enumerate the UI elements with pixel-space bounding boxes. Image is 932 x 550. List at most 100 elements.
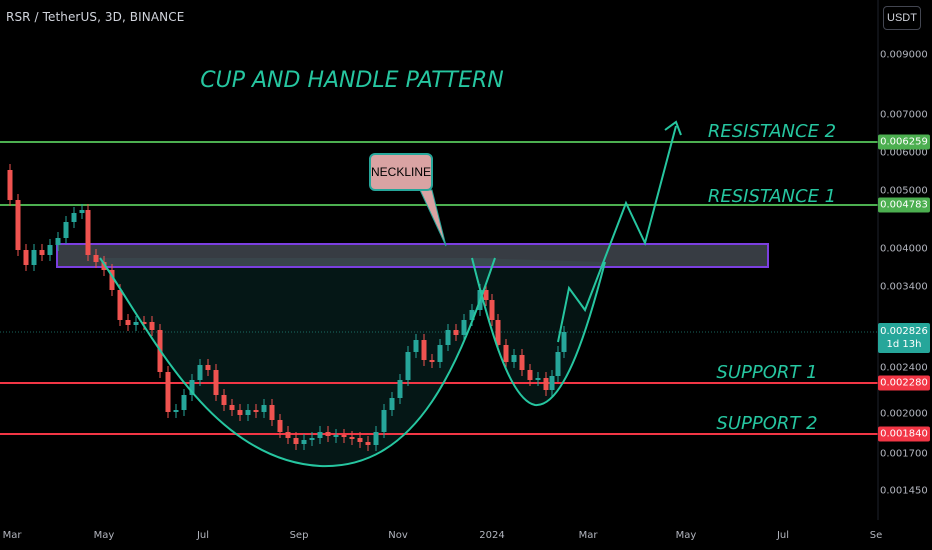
candle-body <box>71 213 77 222</box>
candle-body <box>245 410 251 415</box>
candle-body <box>469 310 475 320</box>
price-axis-label: 0.004000 <box>880 243 928 255</box>
candle-body <box>503 345 509 362</box>
candle-body <box>63 222 69 238</box>
time-axis-label: 2024 <box>479 530 505 541</box>
price-axis-label: 0.005000 <box>880 185 928 197</box>
candle-body <box>561 332 567 352</box>
candle-body <box>181 395 187 410</box>
candle-body <box>261 405 267 412</box>
time-axis-label: Jul <box>776 530 790 541</box>
candle-body <box>173 410 179 412</box>
candle-body <box>429 360 435 362</box>
candle-body <box>93 255 99 262</box>
candle-body <box>85 210 91 255</box>
projection-path <box>557 125 677 343</box>
price-axis-label: 0.001450 <box>880 485 928 497</box>
candle-body <box>333 435 339 437</box>
candle-body <box>309 438 315 440</box>
neckline-pointer <box>419 189 447 247</box>
candle-body <box>149 322 155 330</box>
candle-body <box>133 322 139 325</box>
candle-body <box>117 290 123 320</box>
candle-body <box>23 250 29 265</box>
time-axis-label: Sep <box>289 530 309 541</box>
cup-curve <box>99 257 496 468</box>
candle-body <box>141 322 147 324</box>
support-1-label: SUPPORT 1 <box>716 362 818 383</box>
projection-arrowhead <box>664 120 682 136</box>
candle-body <box>205 365 211 370</box>
candle-body <box>555 352 561 376</box>
candle-body <box>461 320 467 335</box>
candle-body <box>165 372 171 412</box>
candle-body <box>269 405 275 420</box>
candle-body <box>109 270 115 290</box>
price-axis-label: 0.006000 <box>880 147 928 159</box>
candle-body <box>483 290 489 300</box>
current-price-value: 0.002826 <box>880 326 928 337</box>
support-2-price-tag: 0.001840 <box>878 426 930 442</box>
cup-area <box>100 258 495 467</box>
candle-body <box>405 352 411 380</box>
time-axis-label: May <box>93 530 115 541</box>
price-axis-label: 0.002000 <box>880 408 928 420</box>
time-axis-label: Mar <box>578 530 598 541</box>
candle-body <box>453 330 459 335</box>
candle-body <box>543 378 549 390</box>
time-axis-label: Nov <box>388 530 408 541</box>
candle-body <box>125 320 131 325</box>
candle-body <box>495 320 501 345</box>
candle-body <box>511 355 517 362</box>
candle-body <box>445 330 451 345</box>
candles <box>7 164 567 451</box>
candle-body <box>349 437 355 439</box>
candle-body <box>519 355 525 370</box>
candle-body <box>39 250 45 255</box>
support-1-price-tag: 0.002280 <box>878 375 930 391</box>
candle-body <box>397 380 403 398</box>
candle-body <box>301 440 307 444</box>
candle-body <box>341 435 347 437</box>
price-axis-label: 0.009000 <box>880 49 928 61</box>
candle-body <box>413 340 419 352</box>
currency-button[interactable]: USDT <box>883 6 921 30</box>
candle-body <box>79 210 85 213</box>
neckline-label: NECKLINE <box>369 153 433 191</box>
candle-body <box>277 420 283 432</box>
current-price-tag: 0.002826 1d 13h <box>878 323 930 353</box>
price-axis-label: 0.007000 <box>880 109 928 121</box>
candle-body <box>437 345 443 362</box>
resistance-1-label: RESISTANCE 1 <box>707 186 837 207</box>
candle-body <box>489 300 495 320</box>
price-axis-label: 0.002400 <box>880 362 928 374</box>
time-axis-label: Mar <box>2 530 22 541</box>
candle-body <box>101 262 107 270</box>
candle-body <box>421 340 427 360</box>
candle-body <box>285 432 291 438</box>
candle-body <box>381 410 387 432</box>
resistance-2-price-tag: 0.006259 <box>878 134 930 150</box>
candle-body <box>221 395 227 405</box>
candle-body <box>31 250 37 265</box>
candle-body <box>7 170 13 200</box>
candle-body <box>389 398 395 410</box>
bar-countdown: 1d 13h <box>886 339 922 350</box>
candle-body <box>527 370 533 380</box>
candle-body <box>47 245 53 255</box>
candle-body <box>253 410 259 412</box>
candle-body <box>189 380 195 395</box>
support-2-label: SUPPORT 2 <box>716 413 818 434</box>
price-axis-label: 0.003400 <box>880 281 928 293</box>
handle-curve <box>471 257 606 407</box>
candle-body <box>373 432 379 445</box>
symbol-title[interactable]: RSR / TetherUS, 3D, BINANCE <box>6 10 185 24</box>
pattern-title: CUP AND HANDLE PATTERN <box>200 68 504 93</box>
candle-body <box>55 238 61 245</box>
candle-body <box>293 438 299 444</box>
candle-body <box>325 432 331 436</box>
handle-area <box>472 258 605 406</box>
candle-body <box>365 442 371 445</box>
resistance-2-label: RESISTANCE 2 <box>707 121 837 142</box>
